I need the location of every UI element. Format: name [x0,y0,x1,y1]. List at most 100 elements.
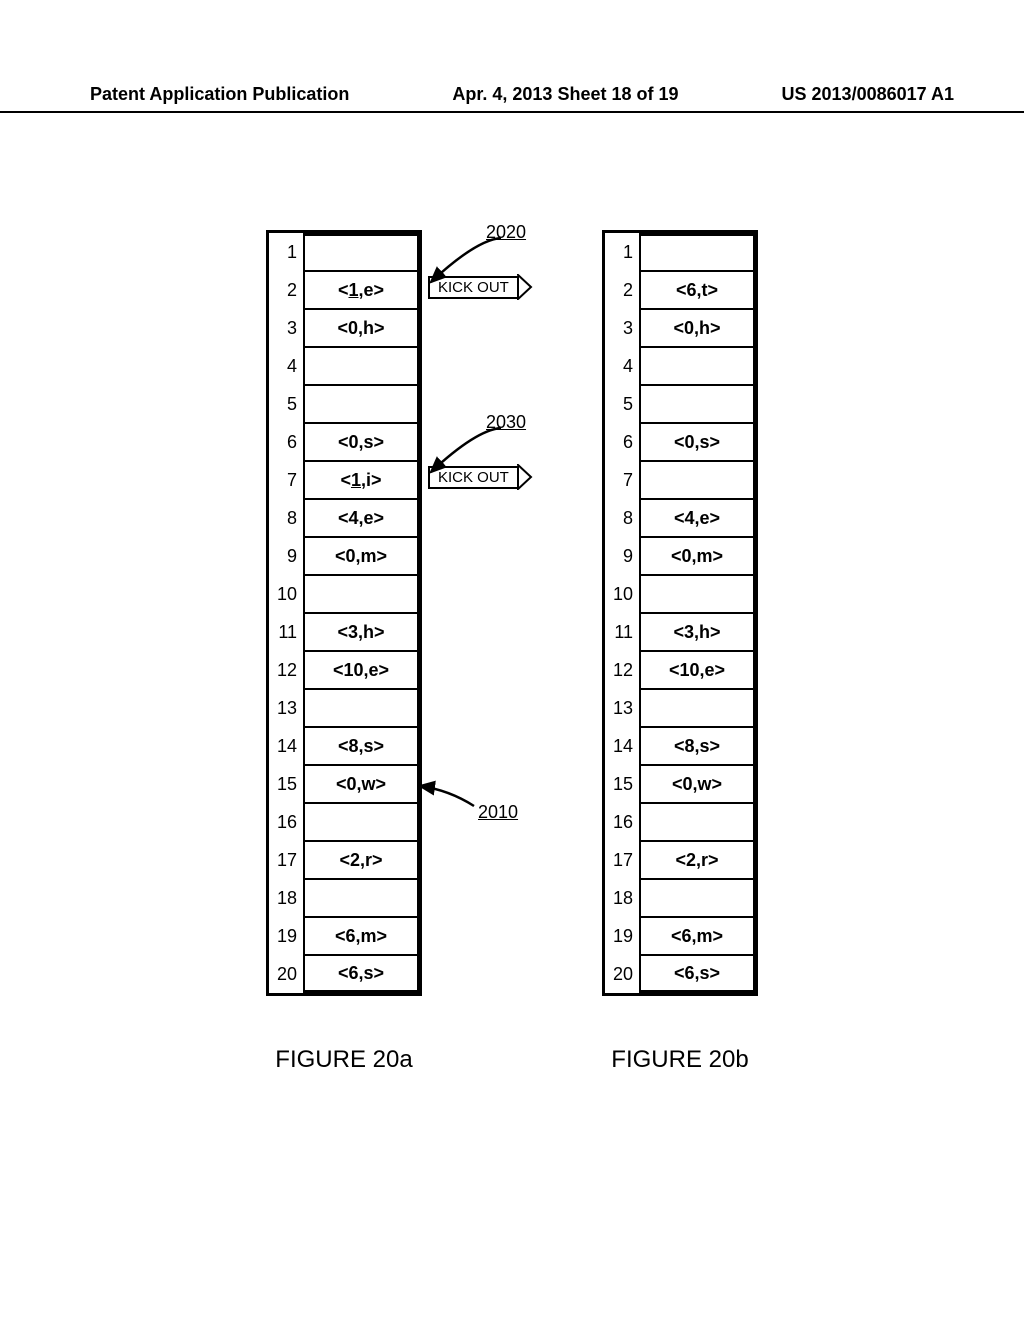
row-index: 2 [605,271,639,309]
table-row: 18 [605,879,755,917]
kickout-chevron-1 [517,274,535,300]
table-row: 19<6,m> [605,917,755,955]
header-center: Apr. 4, 2013 Sheet 18 of 19 [452,84,678,105]
row-index: 1 [605,233,639,271]
row-index: 8 [269,499,303,537]
row-value: <1,e> [303,271,419,309]
table-row: 3<0,h> [269,309,419,347]
row-index: 6 [605,423,639,461]
table-row: 6<0,s> [605,423,755,461]
row-index: 10 [605,575,639,613]
row-index: 4 [269,347,303,385]
hash-table-b: 12<6,t>3<0,h>456<0,s>78<4,e>9<0,m>1011<3… [602,230,758,996]
table-row: 8<4,e> [605,499,755,537]
row-index: 17 [269,841,303,879]
row-index: 3 [605,309,639,347]
row-index: 16 [605,803,639,841]
row-index: 15 [269,765,303,803]
header-right: US 2013/0086017 A1 [782,84,954,105]
row-index: 5 [269,385,303,423]
table-row: 3<0,h> [605,309,755,347]
row-index: 7 [269,461,303,499]
page: Patent Application Publication Apr. 4, 2… [0,0,1024,1320]
table-row: 20<6,s> [605,955,755,993]
table-row: 14<8,s> [605,727,755,765]
row-value: <0,s> [639,423,755,461]
row-value: <0,h> [639,309,755,347]
row-index: 15 [605,765,639,803]
row-value [303,347,419,385]
table-row: 20<6,s> [269,955,419,993]
row-value: <8,s> [639,727,755,765]
row-value: <1,i> [303,461,419,499]
table-row: 8<4,e> [269,499,419,537]
table-row: 11<3,h> [269,613,419,651]
ref-2010: 2010 [478,802,518,823]
row-index: 19 [605,917,639,955]
table-row: 16 [269,803,419,841]
row-index: 14 [269,727,303,765]
row-value [303,233,419,271]
row-value [639,803,755,841]
table-row: 1 [269,233,419,271]
row-value [639,461,755,499]
row-value: <4,e> [639,499,755,537]
row-index: 12 [269,651,303,689]
table-row: 17<2,r> [605,841,755,879]
row-value: <0,m> [303,537,419,575]
row-index: 20 [605,955,639,993]
row-value: <10,e> [303,651,419,689]
kickout-label-2: KICK OUT [428,466,519,489]
row-index: 2 [269,271,303,309]
row-index: 13 [269,689,303,727]
hash-table-a: 12<1,e>3<0,h>456<0,s>7<1,i>8<4,e>9<0,m>1… [266,230,422,996]
row-index: 14 [605,727,639,765]
row-index: 10 [269,575,303,613]
row-value [303,575,419,613]
row-index: 17 [605,841,639,879]
row-value [639,385,755,423]
row-value [639,879,755,917]
row-index: 19 [269,917,303,955]
table-row: 7<1,i> [269,461,419,499]
table-row: 12<10,e> [605,651,755,689]
table-row: 14<8,s> [269,727,419,765]
row-index: 18 [269,879,303,917]
row-value: <2,r> [639,841,755,879]
row-value: <3,h> [639,613,755,651]
figure-20a-caption: FIGURE 20a [275,1046,412,1074]
row-value: <0,w> [639,765,755,803]
table-row: 19<6,m> [269,917,419,955]
row-index: 11 [269,613,303,651]
row-value: <10,e> [639,651,755,689]
row-value: <6,s> [639,955,755,993]
row-value: <8,s> [303,727,419,765]
table-row: 12<10,e> [269,651,419,689]
row-value: <4,e> [303,499,419,537]
row-value: <6,m> [303,917,419,955]
row-value [639,689,755,727]
table-row: 10 [269,575,419,613]
row-value [303,689,419,727]
table-row: 2<1,e> [269,271,419,309]
row-index: 5 [605,385,639,423]
table-row: 5 [269,385,419,423]
row-value: <3,h> [303,613,419,651]
row-index: 7 [605,461,639,499]
row-value: <6,s> [303,955,419,993]
row-value [303,385,419,423]
table-row: 9<0,m> [605,537,755,575]
row-value: <6,t> [639,271,755,309]
row-value [639,575,755,613]
row-value: <0,m> [639,537,755,575]
row-index: 12 [605,651,639,689]
table-row: 5 [605,385,755,423]
table-row: 4 [605,347,755,385]
table-row: 17<2,r> [269,841,419,879]
row-value [639,233,755,271]
row-index: 1 [269,233,303,271]
row-value [303,803,419,841]
page-header: Patent Application Publication Apr. 4, 2… [0,84,1024,113]
row-index: 13 [605,689,639,727]
table-row: 13 [605,689,755,727]
